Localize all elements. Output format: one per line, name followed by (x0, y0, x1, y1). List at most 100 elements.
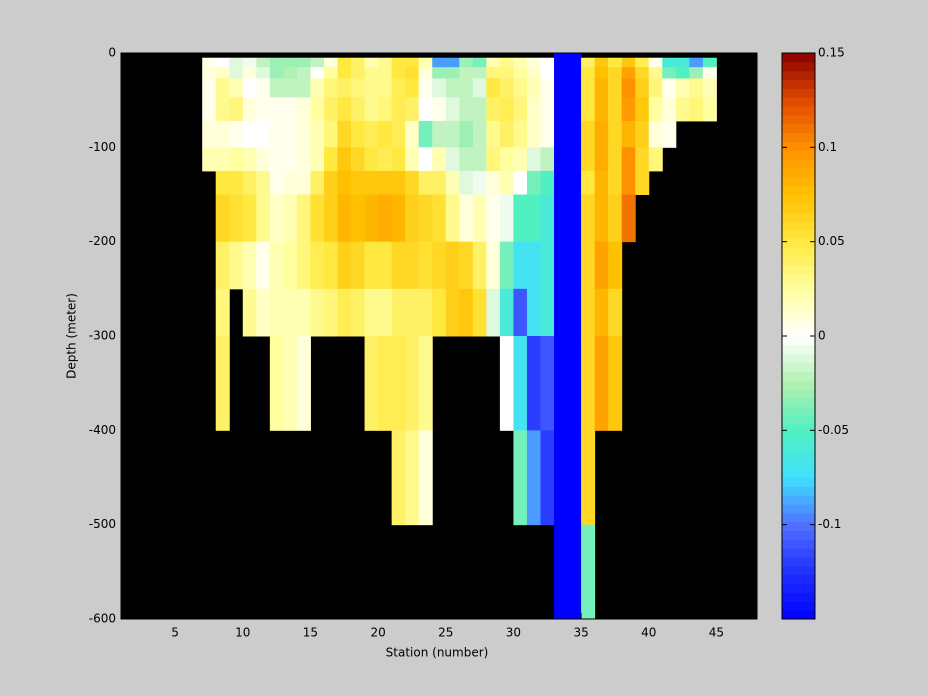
heat-cell (296, 147, 311, 172)
colorbar-swatch (782, 610, 815, 620)
heat-cell (215, 336, 230, 431)
heat-cell (432, 170, 447, 195)
heat-cell (540, 430, 555, 526)
colorbar-swatch (782, 495, 815, 505)
heat-cell (499, 241, 514, 290)
heat-cell (567, 97, 582, 122)
heat-cell (445, 97, 460, 122)
heat-cell (445, 67, 460, 79)
heat-cell (418, 120, 433, 148)
heat-cell (432, 57, 447, 68)
heat-cell (351, 120, 366, 148)
colorbar-swatch (782, 88, 815, 98)
heat-cell (364, 336, 379, 431)
heat-cell (702, 78, 717, 98)
heat-cell (296, 120, 311, 148)
heat-cell (621, 170, 636, 195)
heat-cell (256, 241, 271, 290)
heat-cell (554, 336, 569, 431)
heat-cell (581, 120, 596, 148)
x-tick-label: 45 (709, 626, 724, 640)
y-tick-label: -300 (89, 329, 116, 343)
y-axis-label: Depth (meter) (65, 293, 79, 379)
heat-cell (567, 147, 582, 172)
heat-cell (621, 147, 636, 172)
heat-cell (215, 120, 230, 148)
heat-cell (567, 288, 582, 337)
heat-cell (540, 170, 555, 195)
heat-cell (418, 336, 433, 431)
heat-cell (351, 170, 366, 195)
heat-cell (283, 288, 298, 337)
heat-cell (215, 147, 230, 172)
heat-cell (418, 97, 433, 122)
heat-cell (499, 97, 514, 122)
heat-cell (391, 120, 406, 148)
colorbar-swatch (782, 185, 815, 195)
heat-cell (269, 97, 284, 122)
heat-cell (635, 57, 650, 68)
colorbar-swatch (782, 362, 815, 372)
heat-cell (675, 97, 690, 122)
heat-cell (608, 288, 623, 337)
heat-cell (540, 194, 555, 243)
heat-cell (648, 147, 663, 172)
heat-cell (378, 57, 393, 68)
heat-cell (581, 78, 596, 98)
colorbar-swatch (782, 389, 815, 399)
heat-cell (215, 170, 230, 195)
heat-cell (486, 241, 501, 290)
heat-cell (310, 97, 325, 122)
heat-cell (662, 67, 677, 79)
heat-cell (648, 120, 663, 148)
heat-cell (215, 97, 230, 122)
heat-cell (242, 78, 257, 98)
heat-cell (594, 57, 609, 68)
heat-cell (269, 120, 284, 148)
colorbar-tick-label: 0.05 (818, 234, 845, 248)
heat-cell (662, 120, 677, 148)
heat-cell (581, 57, 596, 68)
heat-cell (499, 194, 514, 243)
heat-cell (256, 67, 271, 79)
x-axis-label: Station (number) (386, 646, 489, 660)
y-tick-label: -200 (89, 234, 116, 248)
heat-cell (554, 78, 569, 98)
heat-cell (472, 147, 487, 172)
heat-cell (689, 97, 704, 122)
heat-cell (215, 288, 230, 337)
heat-cell (418, 430, 433, 526)
colorbar-swatch (782, 459, 815, 470)
heat-cell (459, 78, 474, 98)
heat-cell (229, 241, 244, 290)
colorbar-swatch (782, 504, 815, 514)
heat-cell (364, 170, 379, 195)
heat-cell (445, 78, 460, 98)
heat-cell (391, 97, 406, 122)
heat-cell (283, 170, 298, 195)
heat-cell (202, 78, 217, 98)
heat-cell (513, 120, 528, 148)
heat-cell (351, 78, 366, 98)
heat-cell (594, 241, 609, 290)
heat-cell (215, 57, 230, 68)
heat-cell (310, 241, 325, 290)
heat-cell (526, 67, 541, 79)
x-tick-label: 25 (438, 626, 453, 640)
colorbar-swatch (782, 512, 815, 523)
heat-cell (526, 288, 541, 337)
x-tick-label: 35 (573, 626, 588, 640)
heat-cell (526, 57, 541, 68)
heat-cell (323, 241, 339, 290)
heat-cell (554, 53, 569, 68)
colorbar-swatch (782, 318, 815, 328)
heat-cell (283, 97, 298, 122)
heat-cell (351, 288, 366, 337)
heat-cell (229, 194, 244, 243)
heat-cell (526, 336, 541, 431)
colorbar-swatch (782, 583, 815, 593)
y-tick-label: -400 (89, 423, 116, 437)
heat-cell (608, 170, 623, 195)
heat-cell (418, 241, 433, 290)
colorbar-tick-label: 0.1 (818, 140, 837, 154)
